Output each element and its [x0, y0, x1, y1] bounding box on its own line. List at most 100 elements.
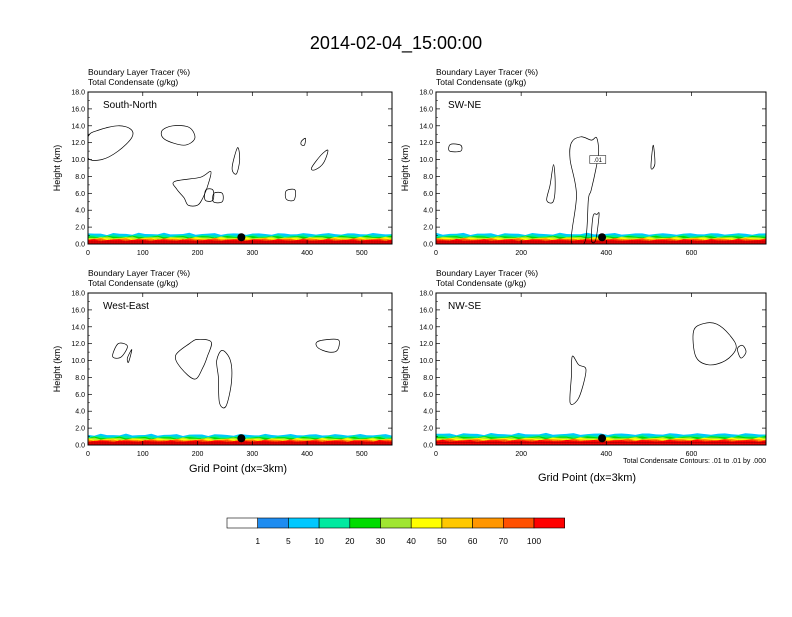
panel-header-tracer: Boundary Layer Tracer (%) — [436, 67, 538, 77]
x-tick-label: 400 — [301, 250, 313, 257]
panel-header-condensate: Total Condensate (g/kg) — [88, 278, 178, 288]
colorbar-label: 30 — [376, 536, 386, 546]
plot-frame — [435, 292, 767, 446]
condensate-contour — [692, 322, 737, 366]
condensate-contour — [174, 338, 212, 380]
panel-header-condensate: Total Condensate (g/kg) — [88, 77, 178, 87]
x-tick-label: 0 — [434, 451, 438, 458]
y-tick-label: 8.0 — [423, 174, 433, 181]
y-tick-label: 6.0 — [423, 392, 433, 399]
condensate-contour — [88, 125, 134, 161]
x-tick-label: 300 — [246, 250, 258, 257]
panel-label: West-East — [103, 301, 149, 312]
y-tick-label: 6.0 — [75, 191, 85, 198]
y-axis-label: Height (km) — [400, 145, 410, 192]
y-tick-label: 4.0 — [75, 409, 85, 416]
colorbar-label: 100 — [527, 536, 541, 546]
x-axis-label-west-east: Grid Point (dx=3km) — [189, 463, 287, 475]
y-tick-label: 16.0 — [419, 106, 433, 113]
colorbar-swatch — [226, 517, 259, 529]
y-tick-label: 8.0 — [75, 375, 85, 382]
contour-label-box — [589, 155, 607, 164]
condensate-contour — [172, 170, 212, 207]
condensate-contour — [112, 342, 128, 359]
x-tick-label: 0 — [86, 250, 90, 257]
y-tick-label: 6.0 — [75, 392, 85, 399]
y-tick-label: 8.0 — [75, 174, 85, 181]
condensate-contour — [315, 338, 340, 353]
y-tick-label: 14.0 — [71, 324, 85, 331]
panel-label: NW-SE — [448, 301, 481, 312]
colorbar-swatch — [380, 517, 412, 529]
colorbar-swatch — [257, 517, 289, 529]
condensate-contour — [300, 137, 306, 146]
x-tick-label: 200 — [515, 250, 527, 257]
y-tick-label: 18.0 — [419, 90, 433, 97]
condensate-contour — [160, 125, 196, 146]
x-tick-label: 600 — [686, 250, 698, 257]
panel-nw-se: Boundary Layer Tracer (%)Total Condensat… — [400, 268, 767, 458]
colorbar-swatch — [349, 517, 381, 529]
x-tick-label: 500 — [356, 451, 368, 458]
y-tick-label: 12.0 — [71, 341, 85, 348]
colorbar-swatch — [502, 517, 535, 529]
y-tick-label: 14.0 — [419, 123, 433, 130]
condensate-contour — [310, 149, 329, 171]
y-tick-label: 0.0 — [75, 443, 85, 450]
colorbar-label: 40 — [406, 536, 416, 546]
condensate-contour — [569, 136, 600, 244]
y-tick-label: 4.0 — [75, 208, 85, 215]
colorbar-swatch — [472, 517, 504, 529]
condensate-contour — [569, 355, 587, 405]
colorbar: 1 5 10 20 30 40 50 60 70 100 — [226, 517, 566, 546]
panel-label: SW-NE — [448, 100, 481, 111]
panel-sw-ne: Boundary Layer Tracer (%)Total Condensat… — [400, 67, 767, 257]
figure-title: 2014-02-04_15:00:00 — [310, 33, 482, 54]
y-tick-label: 2.0 — [75, 225, 85, 232]
colorbar-label: 70 — [499, 536, 509, 546]
y-tick-label: 0.0 — [75, 242, 85, 249]
y-tick-label: 12.0 — [71, 140, 85, 147]
condensate-contour — [126, 349, 133, 363]
colorbar-swatch — [318, 517, 351, 529]
contour-note: Total Condensate Contours: .01 to .01 by… — [623, 458, 766, 465]
colorbar-swatch — [533, 517, 566, 529]
condensate-contour — [212, 191, 224, 204]
colorbar-label: 5 — [286, 536, 291, 546]
y-tick-label: 18.0 — [419, 291, 433, 298]
x-tick-label: 200 — [192, 250, 204, 257]
y-tick-label: 2.0 — [423, 225, 433, 232]
panel-label: South-North — [103, 100, 157, 111]
y-tick-label: 12.0 — [419, 341, 433, 348]
y-tick-label: 18.0 — [71, 291, 85, 298]
panel-header-condensate: Total Condensate (g/kg) — [436, 77, 526, 87]
x-tick-label: 200 — [192, 451, 204, 458]
condensate-contour — [231, 147, 241, 175]
location-marker — [237, 434, 246, 443]
condensate-contour — [216, 350, 233, 409]
y-tick-label: 18.0 — [71, 90, 85, 97]
panel-header-tracer: Boundary Layer Tracer (%) — [436, 268, 538, 278]
y-tick-label: 16.0 — [71, 106, 85, 113]
y-axis-label: Height (km) — [52, 145, 62, 192]
x-tick-label: 300 — [246, 451, 258, 458]
panel-header-tracer: Boundary Layer Tracer (%) — [88, 268, 190, 278]
panel-west-east: Boundary Layer Tracer (%)Total Condensat… — [52, 268, 393, 458]
y-tick-label: 10.0 — [419, 157, 433, 164]
y-axis-label: Height (km) — [400, 346, 410, 393]
panel-header-condensate: Total Condensate (g/kg) — [436, 278, 526, 288]
y-tick-label: 2.0 — [423, 426, 433, 433]
x-tick-label: 400 — [301, 451, 313, 458]
y-tick-label: 16.0 — [71, 307, 85, 314]
y-tick-label: 12.0 — [419, 140, 433, 147]
x-tick-label: 500 — [356, 250, 368, 257]
y-tick-label: 2.0 — [75, 426, 85, 433]
plot-frame — [435, 91, 767, 245]
y-tick-label: 14.0 — [419, 324, 433, 331]
y-tick-label: 4.0 — [423, 208, 433, 215]
y-tick-label: 10.0 — [71, 358, 85, 365]
location-marker — [598, 233, 607, 242]
plot-area — [88, 125, 392, 244]
y-tick-label: 8.0 — [423, 375, 433, 382]
